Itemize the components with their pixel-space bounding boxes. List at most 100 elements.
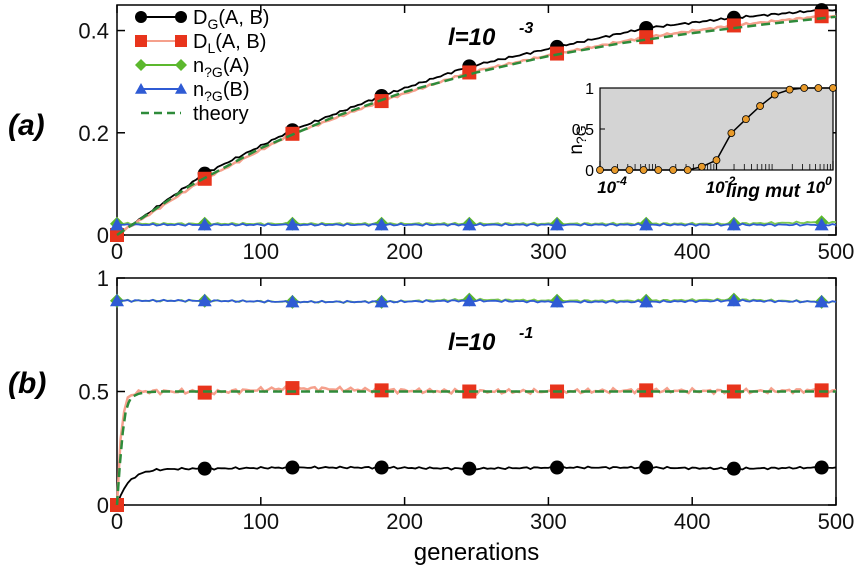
triangle-point bbox=[639, 217, 654, 231]
inset-point bbox=[625, 166, 634, 174]
triangle-point bbox=[374, 294, 389, 308]
inset-point bbox=[829, 84, 837, 92]
panel-a: 0 100 200 300 400 500 0 0.2 0.4 (a) l=10 -3 DG(A, B)… bbox=[8, 3, 854, 264]
triangle-point bbox=[814, 217, 829, 231]
inset-point bbox=[742, 115, 750, 124]
annotation-exponent: -3 bbox=[519, 20, 533, 37]
legend: DG(A, B)DL(A, B)n?G(A)n?G(B)theory bbox=[135, 7, 269, 125]
triangle-point bbox=[550, 294, 565, 308]
legend-marker bbox=[135, 35, 147, 47]
series-line bbox=[117, 298, 837, 304]
square-point bbox=[726, 384, 741, 399]
legend-marker bbox=[175, 11, 187, 23]
legend-marker bbox=[175, 59, 187, 71]
triangle-point bbox=[374, 217, 389, 231]
panel-label: (b) bbox=[8, 367, 46, 400]
series-line bbox=[115, 384, 837, 506]
square-point bbox=[814, 9, 829, 24]
inset-point bbox=[596, 166, 604, 174]
legend-marker bbox=[135, 59, 147, 71]
annotation-exponent: -1 bbox=[519, 325, 533, 342]
inset-point bbox=[683, 166, 692, 174]
x-tick-label: 200 bbox=[386, 509, 423, 534]
x-tick-label: 300 bbox=[530, 509, 567, 534]
triangle-point bbox=[110, 217, 124, 231]
x-tick-label: 0 bbox=[111, 509, 123, 534]
inset-point bbox=[814, 84, 823, 92]
panel-label: (a) bbox=[8, 109, 45, 142]
inset-x-tick-label: 10-2 bbox=[706, 174, 736, 197]
x-tick-label: 500 bbox=[818, 509, 855, 534]
legend-marker bbox=[175, 35, 187, 47]
x-tick-label: 100 bbox=[242, 239, 279, 264]
inset-point bbox=[697, 162, 706, 171]
x-tick-label: 400 bbox=[674, 509, 711, 534]
triangle-point bbox=[550, 217, 565, 231]
legend-label: DG(A, B) bbox=[193, 7, 269, 32]
inset-point bbox=[639, 166, 648, 174]
circle-point bbox=[374, 460, 389, 475]
inset: 0 0.5 1 10-4 10-2 100 n?G ling mut bbox=[566, 81, 837, 202]
annotation: l=10 bbox=[448, 329, 496, 356]
triangle-point bbox=[726, 217, 741, 231]
triangle-point bbox=[639, 294, 654, 308]
inset-point bbox=[712, 156, 721, 165]
plot-frame bbox=[116, 4, 837, 236]
y-tick-label: 1 bbox=[97, 266, 109, 291]
legend-label: n?G(B) bbox=[193, 79, 249, 104]
circle-point bbox=[462, 461, 477, 476]
square-point bbox=[639, 30, 654, 45]
inset-y-tick-label: 0.5 bbox=[572, 122, 594, 139]
triangle-point bbox=[814, 294, 829, 308]
square-point bbox=[285, 381, 300, 396]
square-point bbox=[726, 18, 741, 33]
inset-y-tick-label: 0 bbox=[585, 163, 594, 180]
x-tick-label: 100 bbox=[242, 509, 279, 534]
inset-point bbox=[727, 129, 736, 138]
triangle-point bbox=[197, 217, 212, 231]
inset-y-tick-label: 1 bbox=[585, 81, 594, 98]
triangle-point bbox=[285, 217, 300, 231]
inset-point bbox=[770, 90, 779, 99]
panel-b: 0 100 200 300 400 500 0 0.5 1 (b) l=10 -1 generation… bbox=[8, 266, 854, 566]
x-tick-label: 300 bbox=[530, 239, 567, 264]
y-tick-label: 0.2 bbox=[78, 121, 109, 146]
legend-label: n?G(A) bbox=[193, 55, 249, 80]
x-tick-label: 400 bbox=[674, 239, 711, 264]
square-point bbox=[374, 383, 389, 398]
series-line bbox=[116, 465, 837, 506]
series-theory bbox=[116, 15, 837, 237]
series-n-g-b- bbox=[110, 217, 837, 231]
inset-point bbox=[785, 85, 794, 94]
y-tick-label: 0.5 bbox=[78, 380, 109, 405]
x-tick-label: 0 bbox=[111, 239, 123, 264]
series-theory bbox=[115, 390, 836, 506]
triangle-point bbox=[726, 293, 741, 307]
theory-line bbox=[116, 15, 837, 237]
inset-y-label: n?G bbox=[566, 125, 589, 154]
inset-x-label: ling mut bbox=[726, 181, 801, 202]
circle-point bbox=[285, 460, 300, 475]
x-tick-label: 500 bbox=[818, 239, 855, 264]
circle-point bbox=[814, 460, 829, 475]
theory-line bbox=[115, 390, 836, 506]
inset-point bbox=[654, 166, 663, 174]
inset-point bbox=[756, 102, 764, 110]
square-point bbox=[639, 383, 654, 398]
legend-label: DL(A, B) bbox=[193, 31, 266, 56]
triangle-point bbox=[462, 293, 477, 307]
series-line bbox=[116, 8, 837, 236]
inset-point bbox=[610, 166, 619, 174]
series-dl-a--b- bbox=[110, 381, 837, 512]
circle-point bbox=[639, 460, 654, 475]
legend-marker bbox=[175, 83, 187, 94]
annotation: l=10 bbox=[448, 24, 496, 51]
triangle-point bbox=[110, 293, 124, 307]
x-axis-label: generations bbox=[414, 539, 539, 566]
inset-x-tick-label: 100 bbox=[806, 174, 832, 197]
y-tick-label: 0 bbox=[97, 223, 109, 248]
triangle-point bbox=[285, 294, 300, 308]
circle-point bbox=[726, 461, 741, 476]
